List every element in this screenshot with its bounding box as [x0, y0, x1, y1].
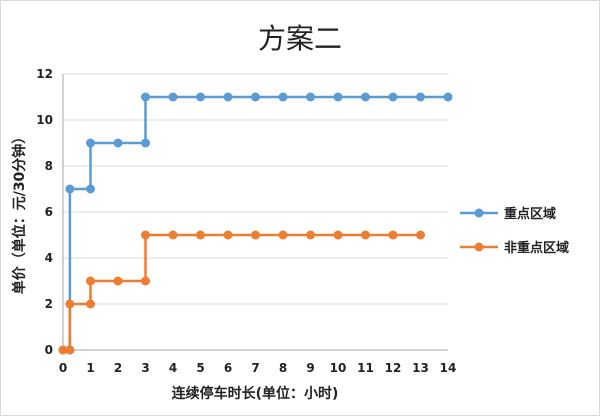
data-point — [141, 230, 150, 240]
axes — [62, 74, 448, 351]
data-point — [306, 92, 315, 102]
y-tick-label: 0 — [45, 343, 53, 357]
y-tick-label: 2 — [45, 297, 53, 311]
x-tick-label: 6 — [224, 361, 232, 375]
x-tick-label: 3 — [141, 361, 149, 375]
x-tick-label: 10 — [330, 361, 347, 375]
data-point — [86, 276, 95, 286]
x-tick-label: 12 — [385, 361, 402, 375]
series-2 — [58, 230, 425, 355]
series-1 — [58, 92, 453, 355]
legend-swatch-marker — [474, 242, 484, 252]
data-point — [333, 230, 343, 240]
y-tick-label: 4 — [45, 251, 53, 265]
x-tick-label: 7 — [251, 361, 259, 375]
data-point — [443, 92, 453, 102]
data-point — [168, 230, 178, 240]
data-point — [388, 92, 398, 102]
data-point — [86, 138, 95, 148]
x-tick-label: 2 — [114, 361, 122, 375]
data-point — [65, 299, 75, 309]
x-axis-label: 连续停车时长(单位：小时) — [172, 385, 339, 402]
data-point — [388, 230, 398, 240]
x-tick-label: 4 — [169, 361, 177, 375]
x-tick-label: 8 — [279, 361, 287, 375]
x-tick-label: 9 — [306, 361, 314, 375]
data-point — [113, 138, 123, 148]
data-point — [333, 92, 343, 102]
legend-item-2: 非重点区域 — [460, 240, 569, 256]
x-tick-label: 5 — [196, 361, 204, 375]
data-point — [361, 92, 370, 102]
x-tick-label: 1 — [86, 361, 94, 375]
series-line — [63, 95, 448, 352]
data-point — [86, 299, 95, 309]
x-tick-label: 0 — [59, 361, 67, 375]
legend-item-1: 重点区域 — [460, 206, 556, 222]
data-point — [113, 276, 123, 286]
legend-label: 非重点区域 — [504, 240, 569, 256]
data-point — [223, 92, 233, 102]
gridlines — [63, 73, 448, 305]
data-point — [168, 92, 178, 102]
x-tick-label: 13 — [412, 361, 429, 375]
data-point — [416, 230, 425, 240]
data-point — [141, 276, 150, 286]
y-tick-label: 10 — [36, 113, 53, 127]
data-point — [141, 138, 150, 148]
series-line — [63, 233, 421, 352]
y-tick-label: 6 — [45, 205, 53, 219]
data-point — [251, 230, 260, 240]
data-point — [58, 345, 68, 355]
legend-swatch-marker — [474, 208, 484, 218]
data-point — [416, 92, 425, 102]
data-point — [306, 230, 315, 240]
series-layer — [58, 92, 453, 355]
data-point — [86, 184, 95, 194]
y-axis-label: 单价（单位：元/30分钟） — [11, 130, 28, 295]
legend-label: 重点区域 — [504, 206, 556, 222]
x-tick-label: 11 — [357, 361, 374, 375]
chart-title: 方案二 — [258, 22, 342, 55]
data-point — [196, 230, 205, 240]
data-point — [223, 230, 233, 240]
y-tick-label: 8 — [45, 159, 53, 173]
data-point — [251, 92, 260, 102]
data-point — [196, 92, 205, 102]
x-tick-label: 14 — [440, 361, 457, 375]
y-tick-label: 12 — [36, 67, 53, 81]
data-point — [278, 230, 288, 240]
data-point — [361, 230, 370, 240]
data-point — [141, 92, 150, 102]
data-point — [65, 345, 75, 355]
data-point — [278, 92, 288, 102]
data-point — [65, 184, 75, 194]
